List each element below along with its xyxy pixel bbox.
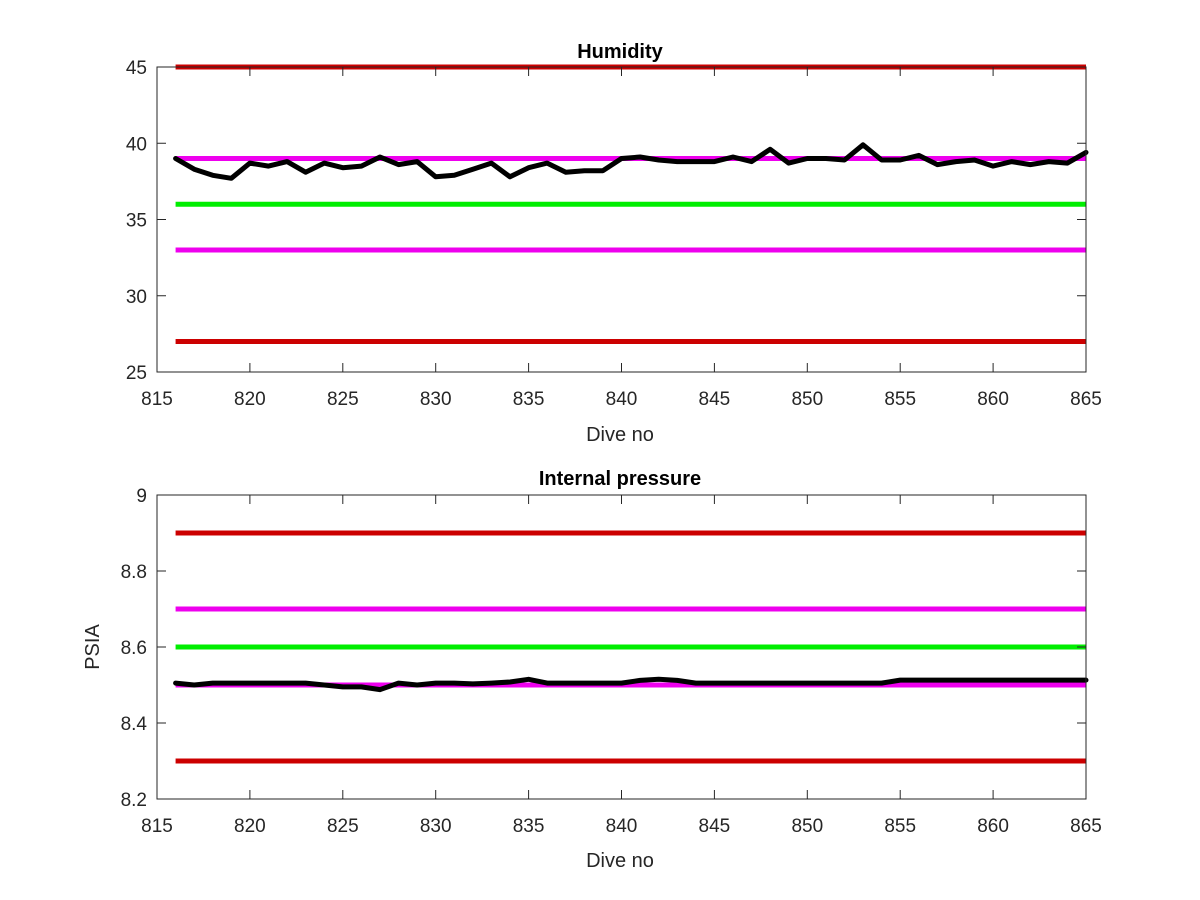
internal-pressure-y-tick-label: 8.8 <box>121 562 147 583</box>
internal-pressure-x-tick-label: 820 <box>234 816 266 837</box>
internal-pressure-y-tick-label: 9 <box>136 486 147 507</box>
humidity-y-tick-label: 35 <box>126 211 147 232</box>
internal-pressure-plot-area: 815 820 825 830 835 840 845 850 855 860 865 8.2 8.4 8… <box>121 486 1102 837</box>
humidity-x-axis-label: Dive no <box>586 424 654 446</box>
internal-pressure-x-axis-label: Dive no <box>586 850 654 872</box>
humidity-x-tick-label: 845 <box>699 389 731 410</box>
internal-pressure-x-tick-label: 855 <box>884 816 916 837</box>
humidity-x-tick-label: 825 <box>327 389 359 410</box>
humidity-data-line <box>173 142 1089 181</box>
internal-pressure-y-tick-label: 8.6 <box>121 638 147 659</box>
internal-pressure-y-tick-label: 8.4 <box>121 714 148 735</box>
humidity-plot-area: 815 820 825 830 835 840 845 850 855 860 865 25 30 35 4… <box>126 58 1102 410</box>
internal-pressure-x-tick-label: 860 <box>977 816 1009 837</box>
humidity-x-tick-label: 850 <box>791 389 823 410</box>
humidity-x-tick-label: 835 <box>513 389 545 410</box>
humidity-x-tick-label: 855 <box>884 389 916 410</box>
humidity-x-tick-label: 815 <box>141 389 173 410</box>
humidity-y-tick-label: 45 <box>126 58 147 79</box>
internal-pressure-x-tick-label: 835 <box>513 816 545 837</box>
internal-pressure-x-tick-label: 845 <box>699 816 731 837</box>
humidity-x-tick-label: 820 <box>234 389 266 410</box>
internal-pressure-x-tick-label: 850 <box>791 816 823 837</box>
internal-pressure-x-tick-label: 815 <box>141 816 173 837</box>
internal-pressure-y-axis-label: PSIA <box>82 624 104 670</box>
humidity-x-tick-label: 865 <box>1070 389 1102 410</box>
internal-pressure-x-tick-label: 840 <box>606 816 638 837</box>
humidity-y-tick-label: 40 <box>126 134 147 155</box>
internal-pressure-y-tick-label: 8.2 <box>121 790 147 811</box>
internal-pressure-x-tick-label: 825 <box>327 816 359 837</box>
humidity-x-tick-label: 860 <box>977 389 1009 410</box>
humidity-y-tick-label: 30 <box>126 287 147 308</box>
internal-pressure-x-tick-label: 830 <box>420 816 452 837</box>
internal-pressure-title: Internal pressure <box>539 468 701 490</box>
humidity-y-tick-label: 25 <box>126 363 147 384</box>
humidity-title: Humidity <box>577 41 663 63</box>
internal-pressure-data-line <box>173 676 1089 693</box>
humidity-x-tick-label: 840 <box>606 389 638 410</box>
humidity-x-tick-label: 830 <box>420 389 452 410</box>
humidity-panel: 815 820 825 830 835 840 845 850 855 860 865 25 30 35 4… <box>126 41 1102 446</box>
internal-pressure-panel: 815 820 825 830 835 840 845 850 855 860 865 8.2 8.4 8… <box>82 468 1102 872</box>
internal-pressure-x-tick-label: 865 <box>1070 816 1102 837</box>
